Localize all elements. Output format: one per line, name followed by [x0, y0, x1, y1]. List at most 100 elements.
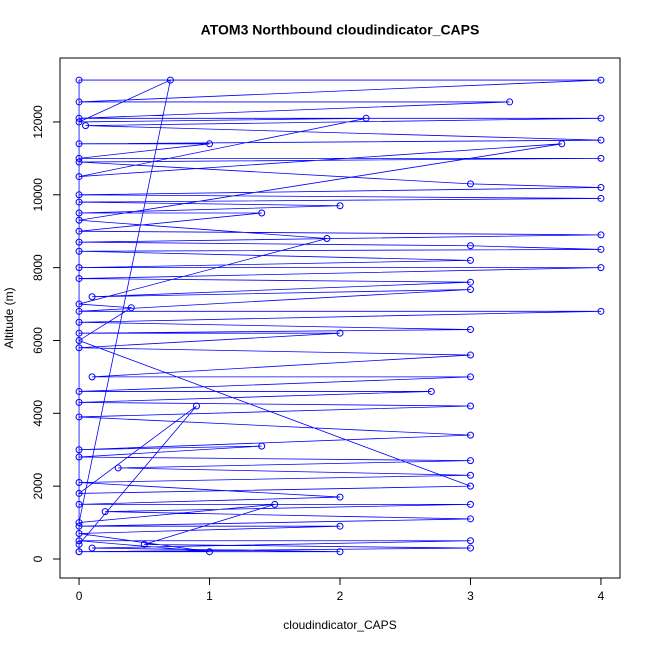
data-point: [88, 544, 96, 552]
data-point: [75, 238, 83, 246]
data-point: [75, 173, 83, 181]
data-point: [466, 326, 474, 334]
data-point: [466, 515, 474, 523]
data-point: [75, 387, 83, 395]
data-point: [597, 307, 605, 315]
x-tick-label: 0: [76, 589, 83, 603]
data-point: [75, 140, 83, 148]
data-point: [336, 548, 344, 556]
data-point: [140, 540, 148, 548]
data-point: [597, 154, 605, 162]
data-point: [362, 114, 370, 122]
data-point: [75, 209, 83, 217]
data-point: [75, 529, 83, 537]
data-point: [75, 114, 83, 122]
data-point: [75, 329, 83, 337]
data-point: [75, 158, 83, 166]
data-point: [75, 548, 83, 556]
data-point: [75, 479, 83, 487]
data-point: [597, 245, 605, 253]
data-point: [75, 154, 83, 162]
data-point: [127, 304, 135, 312]
y-tick-label: 6000: [31, 327, 45, 354]
y-tick-label: 8000: [31, 254, 45, 281]
data-point: [466, 373, 474, 381]
data-point: [88, 293, 96, 301]
data-point: [82, 122, 90, 130]
data-point: [258, 442, 266, 450]
data-point: [75, 537, 83, 545]
data-point: [75, 76, 83, 84]
data-point: [258, 209, 266, 217]
x-tick-label: 1: [206, 589, 213, 603]
data-point: [75, 446, 83, 454]
data-point: [75, 318, 83, 326]
data-point: [466, 180, 474, 188]
data-point: [427, 387, 435, 395]
data-point: [466, 285, 474, 293]
data-point: [75, 344, 83, 352]
y-tick-label: 0: [31, 555, 45, 562]
data-point: [271, 500, 279, 508]
data-point: [75, 489, 83, 497]
data-point: [75, 522, 83, 530]
data-point: [597, 264, 605, 272]
data-point: [206, 140, 214, 148]
data-point: [75, 118, 83, 126]
data-point: [597, 76, 605, 84]
data-point: [166, 76, 174, 84]
data-point: [75, 198, 83, 206]
x-tick-label: 4: [598, 589, 605, 603]
data-point: [597, 114, 605, 122]
data-point: [466, 278, 474, 286]
data-point: [75, 500, 83, 508]
data-point: [75, 519, 83, 527]
y-tick-label: 10000: [31, 178, 45, 212]
data-point: [466, 431, 474, 439]
data-point: [75, 275, 83, 283]
data-point: [75, 264, 83, 272]
data-point: [101, 508, 109, 516]
data-line: [77, 79, 601, 553]
y-tick-label: 2000: [31, 472, 45, 499]
chart-title: ATOM3 Northbound cloudindicator_CAPS: [201, 22, 480, 38]
data-point: [75, 398, 83, 406]
data-point: [336, 493, 344, 501]
data-point: [466, 351, 474, 359]
data-point: [597, 231, 605, 239]
data-point: [75, 216, 83, 224]
data-point: [323, 234, 331, 242]
data-point: [206, 548, 214, 556]
data-point: [336, 329, 344, 337]
data-point: [336, 522, 344, 530]
data-point: [466, 471, 474, 479]
data-point: [75, 413, 83, 421]
x-tick-label: 2: [337, 589, 344, 603]
data-point: [75, 247, 83, 255]
y-tick-label: 4000: [31, 400, 45, 427]
data-point: [466, 402, 474, 410]
data-point: [466, 537, 474, 545]
data-point: [114, 464, 122, 472]
y-axis-label: Altitude (m): [2, 287, 16, 348]
data-point: [597, 184, 605, 192]
data-point: [466, 500, 474, 508]
data-point: [75, 540, 83, 548]
y-tick-label: 12000: [31, 105, 45, 139]
data-point: [75, 453, 83, 461]
data-point: [75, 191, 83, 199]
data-point: [506, 98, 514, 106]
data-point: [597, 136, 605, 144]
data-point: [466, 457, 474, 465]
data-point: [466, 482, 474, 490]
data-point: [75, 98, 83, 106]
data-point: [466, 544, 474, 552]
data-point: [597, 194, 605, 202]
data-point: [75, 300, 83, 308]
data-point: [75, 227, 83, 235]
data-point: [336, 202, 344, 210]
data-point: [75, 336, 83, 344]
data-point: [192, 402, 200, 410]
data-point: [75, 307, 83, 315]
